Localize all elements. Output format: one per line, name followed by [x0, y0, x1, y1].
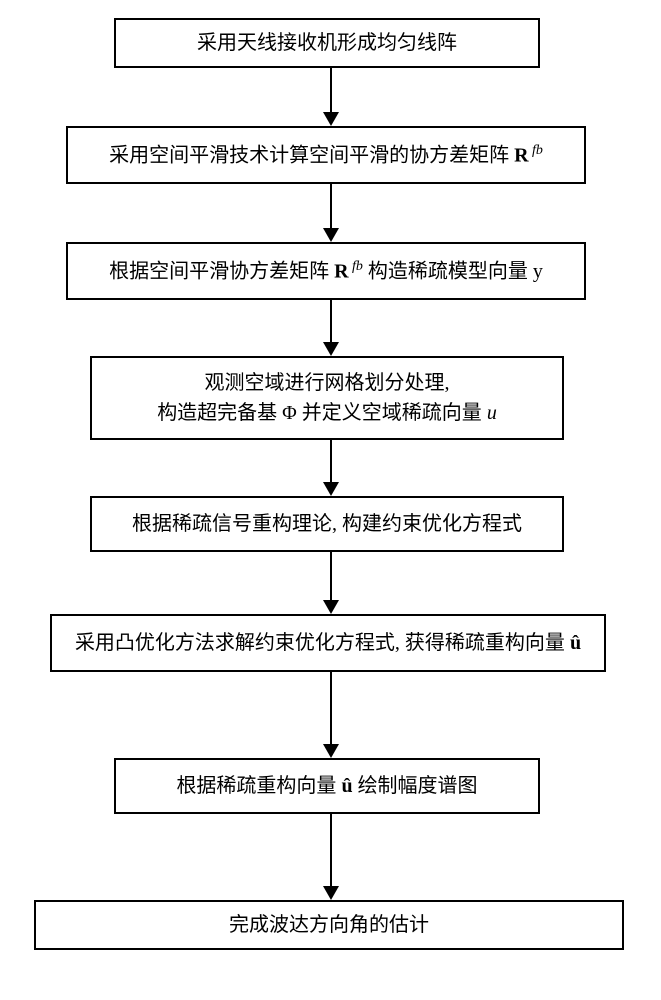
flow-node-text: 采用天线接收机形成均匀线阵: [197, 28, 457, 58]
flow-node-text: 根据稀疏信号重构理论, 构建约束优化方程式: [132, 509, 522, 539]
flow-node-2: 采用空间平滑技术计算空间平滑的协方差矩阵 R fb: [66, 126, 586, 184]
flow-arrow-4: [321, 440, 341, 496]
flow-node-text: 完成波达方向角的估计: [229, 910, 429, 940]
flow-arrow-2: [321, 184, 341, 242]
flow-node-text: 采用空间平滑技术计算空间平滑的协方差矩阵 R fb: [109, 140, 543, 171]
flow-arrow-3: [321, 300, 341, 356]
flow-node-text: 根据稀疏重构向量 û 绘制幅度谱图: [176, 771, 477, 801]
flow-arrow-6: [321, 672, 341, 758]
flow-arrow-1: [321, 68, 341, 126]
flow-arrow-7: [321, 814, 341, 900]
flowchart-container: 采用天线接收机形成均匀线阵采用空间平滑技术计算空间平滑的协方差矩阵 R fb 根据…: [0, 0, 661, 1000]
flow-node-7: 根据稀疏重构向量 û 绘制幅度谱图: [114, 758, 540, 814]
flow-node-4: 观测空域进行网格划分处理,构造超完备基 Φ 并定义空域稀疏向量 u: [90, 356, 564, 440]
flow-node-text: 根据空间平滑协方差矩阵 R fb 构造稀疏模型向量 y: [109, 256, 543, 287]
flow-node-1: 采用天线接收机形成均匀线阵: [114, 18, 540, 68]
flow-node-6: 采用凸优化方法求解约束优化方程式, 获得稀疏重构向量 û: [50, 614, 606, 672]
flow-node-8: 完成波达方向角的估计: [34, 900, 624, 950]
flow-arrow-5: [321, 552, 341, 614]
flow-node-text: 采用凸优化方法求解约束优化方程式, 获得稀疏重构向量 û: [75, 628, 581, 658]
flow-node-5: 根据稀疏信号重构理论, 构建约束优化方程式: [90, 496, 564, 552]
flow-node-text: 观测空域进行网格划分处理,构造超完备基 Φ 并定义空域稀疏向量 u: [157, 368, 497, 428]
flow-node-3: 根据空间平滑协方差矩阵 R fb 构造稀疏模型向量 y: [66, 242, 586, 300]
